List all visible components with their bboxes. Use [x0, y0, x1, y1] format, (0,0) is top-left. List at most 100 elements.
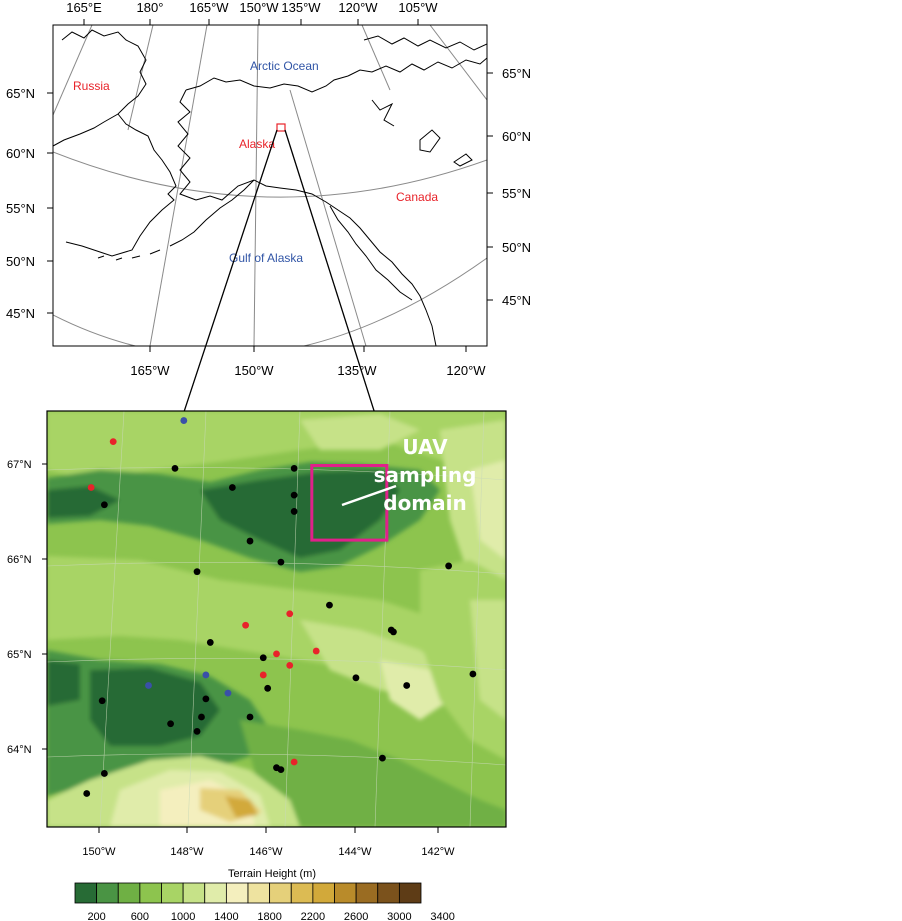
place-alaska: Alaska	[239, 137, 275, 151]
station-marker-black	[206, 639, 214, 646]
colorbar-tick-label: 1800	[257, 911, 281, 921]
colorbar-swatch	[398, 882, 422, 904]
colorbar-swatch	[161, 882, 184, 904]
uav-label-line-1: UAV	[402, 435, 448, 459]
station-marker-black	[290, 464, 298, 472]
overview-bottom-ticks	[149, 346, 467, 352]
overview-top-ticks	[83, 19, 419, 25]
station-marker-red	[290, 758, 298, 766]
colorbar-title: Terrain Height (m)	[228, 868, 316, 880]
station-marker-blue	[180, 417, 188, 424]
colorbar-swatch	[269, 882, 292, 904]
colorbar-tick-label: 200	[87, 911, 105, 921]
overview-top-lon-label: 120°W	[338, 0, 378, 15]
colorbar-swatch	[247, 882, 271, 904]
station-marker-blue	[224, 689, 232, 697]
overview-right-lat-label: 55°N	[502, 186, 531, 201]
overview-right-lat-label: 60°N	[502, 129, 531, 144]
colorbar-tick-label: 2200	[301, 911, 325, 921]
detail-lat-label: 65°N	[7, 649, 32, 661]
station-marker-black	[290, 491, 298, 499]
detail-lon-label: 142°W	[421, 846, 455, 858]
overview-left-lat-label: 55°N	[6, 201, 35, 216]
station-marker-red	[273, 650, 280, 658]
place-arctic-ocean: Arctic Ocean	[250, 59, 319, 73]
station-marker-black	[171, 464, 179, 472]
station-marker-black	[83, 790, 91, 797]
station-marker-black	[469, 670, 477, 678]
detail-lat-label: 67°N	[7, 459, 32, 471]
colorbar-swatch	[334, 882, 357, 904]
detail-lon-label: 146°W	[249, 846, 283, 858]
colorbar-swatch	[74, 882, 98, 904]
station-marker-black	[193, 727, 201, 735]
overview-right-lat-label: 45°N	[502, 293, 531, 308]
station-marker-black	[246, 537, 254, 545]
station-marker-blue	[145, 682, 152, 689]
overview-top-lon-label: 105°W	[398, 0, 438, 15]
overview-map: Russia Arctic Ocean Alaska Canada Gulf o…	[6, 0, 531, 378]
overview-right-ticks	[487, 72, 493, 301]
place-russia: Russia	[73, 79, 110, 93]
station-marker-black	[100, 501, 108, 509]
colorbar-swatch	[96, 882, 119, 904]
overview-top-lon-label: 150°W	[239, 0, 279, 15]
overview-bottom-lon-label: 150°W	[234, 363, 274, 378]
colorbar-swatch	[182, 882, 206, 904]
colorbar-tick-label: 1400	[214, 911, 238, 921]
overview-left-lat-label: 60°N	[6, 146, 35, 161]
colorbar-swatch	[225, 882, 249, 904]
detail-bottom-ticks	[98, 827, 439, 833]
station-markers	[83, 417, 477, 797]
station-marker-red	[87, 484, 95, 491]
station-marker-black	[259, 654, 267, 662]
station-marker-black	[290, 508, 298, 515]
overview-graticule	[53, 25, 487, 346]
station-marker-black	[228, 484, 236, 491]
detail-map: UAV sampling domain 67°N 66°N 65°N 64°N …	[7, 410, 507, 858]
colorbar-swatch	[290, 882, 314, 904]
detail-lat-label: 64°N	[7, 744, 32, 756]
station-marker-red	[312, 647, 320, 655]
overview-right-lat-label: 50°N	[502, 240, 531, 255]
colorbar-swatches	[74, 882, 422, 904]
station-marker-black	[403, 682, 411, 689]
uav-sampling-box	[310, 464, 389, 542]
uav-label-line-3: domain	[383, 491, 467, 515]
detail-left-ticks	[42, 463, 47, 750]
station-marker-black	[167, 720, 174, 728]
station-marker-black	[445, 562, 453, 570]
station-marker-black	[246, 713, 254, 721]
station-marker-red	[109, 438, 117, 446]
station-marker-black	[277, 558, 285, 566]
overview-top-lon-label: 165°W	[189, 0, 229, 15]
overview-top-lon-label: 135°W	[281, 0, 321, 15]
station-marker-black	[379, 754, 386, 762]
overview-bottom-lon-label: 135°W	[337, 363, 377, 378]
uav-label-line-2: sampling	[374, 463, 477, 487]
detail-lon-label: 148°W	[170, 846, 204, 858]
overview-left-lat-label: 65°N	[6, 86, 35, 101]
station-marker-black	[390, 628, 397, 636]
overview-bottom-lon-label: 120°W	[446, 363, 486, 378]
place-gulf-of-alaska: Gulf of Alaska	[229, 251, 303, 265]
detail-lat-label: 66°N	[7, 554, 32, 566]
station-marker-red	[286, 610, 294, 618]
overview-top-lon-label: 180°	[137, 0, 164, 15]
overview-left-ticks	[47, 92, 53, 314]
station-marker-black	[193, 568, 201, 576]
overview-coastlines	[53, 29, 487, 346]
colorbar-tick-label: 2600	[344, 911, 368, 921]
overview-right-lat-label: 65°N	[502, 66, 531, 81]
colorbar-swatch	[312, 882, 335, 904]
colorbar-tick-label: 600	[131, 911, 149, 921]
uav-label-pointer	[341, 484, 397, 507]
station-marker-blue	[202, 671, 210, 679]
colorbar: Terrain Height (m) 200 600 1000 1400 1800 220…	[74, 868, 455, 921]
detail-lon-label: 150°W	[82, 846, 116, 858]
overview-left-lat-label: 50°N	[6, 254, 35, 269]
colorbar-tick-label: 1000	[171, 911, 195, 921]
colorbar-tick-labels: 200 600 1000 1400 1800 2200 2600 3000 3400	[87, 911, 454, 921]
station-marker-black	[100, 770, 108, 777]
